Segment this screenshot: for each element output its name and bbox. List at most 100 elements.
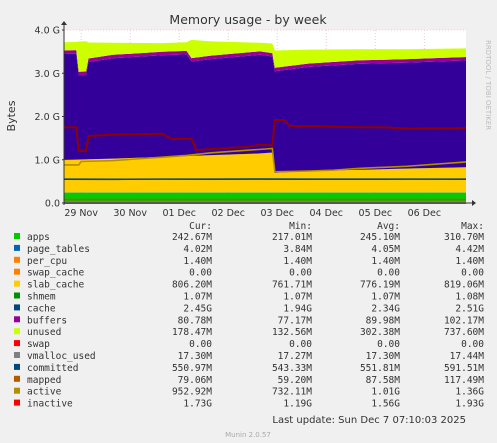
last-update: Last update: Sun Dec 7 07:10:03 2025 [272,415,466,426]
legend-value: 0.00 [189,268,212,279]
legend-swatch-per_cpu [14,256,20,263]
x-tick-labels: 29 Nov 30 Nov 01 Dec 02 Dec 03 Dec 04 Dec 05 D… [64,208,441,219]
legend-value: 4.02M [183,244,212,255]
area-unused [64,39,466,72]
x-tick-label: 01 Dec [162,208,196,219]
legend-value: 0.00 [377,339,400,350]
legend-swatch-shmem [14,292,20,299]
legend-value: 737.60M [444,327,484,338]
legend: Cur: Min: Avg: Max: apps 242.67M 217.01M 245.10… [14,221,484,410]
legend-label-buffers: buffers [27,315,67,326]
legend-value: 132.56M [272,327,312,338]
legend-value: 117.49M [444,375,484,386]
y-tick-labels: 0.0 1.0 G 2.0 G 3.0 G 4.0 G [35,26,64,210]
legend-value: 543.33M [272,363,312,374]
y-tick-label: 3.0 G [35,69,61,80]
legend-value: 551.81M [360,363,400,374]
legend-value: 776.19M [360,280,400,291]
legend-value: 0.00 [289,268,312,279]
legend-column-header: Cur: [189,221,212,232]
legend-label-committed: committed [27,363,78,374]
legend-label-inactive: inactive [27,399,73,410]
line-active [64,147,467,173]
y-axis-label: Bytes [5,100,18,131]
legend-value: 3.84M [283,244,312,255]
legend-swatch-swap [14,340,20,347]
legend-value: 79.06M [178,375,213,386]
chart-title: Memory usage - by week [169,12,327,27]
legend-swatch-committed [14,363,20,370]
area-slab_cache [64,152,466,193]
legend-column-header: Max: [461,221,484,232]
legend-swatch-cache [14,304,20,311]
legend-value: 17.27M [278,351,313,362]
legend-value: 591.51M [444,363,484,374]
y-tick-label: 1.0 G [35,155,61,166]
x-tick-label: 02 Dec [211,208,245,219]
legend-value: 80.78M [178,315,213,326]
legend-column-header: Min: [289,221,312,232]
legend-value: 245.10M [360,232,400,243]
legend-value: 310.70M [444,232,484,243]
legend-value: 1.93G [455,399,484,410]
legend-label-apps: apps [27,232,50,243]
legend-value: 17.30M [366,351,401,362]
line-inactive [64,118,467,153]
legend-swatch-vmalloc_used [14,352,20,358]
legend-swatch-inactive [14,399,20,406]
legend-value: 217.01M [272,232,312,243]
legend-value: 1.01G [371,387,400,398]
legend-value: 550.97M [172,363,212,374]
legend-value: 17.44M [450,351,485,362]
legend-label-slab_cache: slab_cache [27,280,84,291]
area-buffers [64,50,466,76]
area-apps [64,192,466,203]
legend-swatch-buffers [14,316,20,323]
legend-value: 1.40M [455,256,484,267]
legend-value: 819.06M [444,280,484,291]
legend-value: 242.67M [172,232,212,243]
legend-column-header: Avg: [377,221,400,232]
legend-label-vmalloc_used: vmalloc_used [27,351,96,362]
legend-value: 2.45G [183,303,212,314]
legend-swatch-unused [14,328,20,335]
x-tick-label: 04 Dec [310,208,344,219]
legend-value: 732.11M [272,387,312,398]
x-tick-label: 03 Dec [261,208,295,219]
legend-value: 1.40M [371,256,400,267]
legend-value: 89.98M [366,315,401,326]
legend-value: 1.40M [283,256,312,267]
legend-label-per_cpu: per_cpu [27,256,67,267]
legend-value: 0.00 [377,268,400,279]
legend-value: 77.17M [278,315,313,326]
legend-value: 952.92M [172,387,212,398]
legend-value: 1.07M [183,292,212,303]
legend-value: 0.00 [189,339,212,350]
munin-version: Munin 2.0.57 [225,431,271,439]
legend-value: 1.19G [283,399,312,410]
legend-value: 0.00 [289,339,312,350]
legend-label-page_tables: page_tables [27,244,90,255]
legend-value: 17.30M [178,351,213,362]
legend-label-cache: cache [27,303,56,314]
legend-value: 302.38M [360,327,400,338]
y-tick-label: 2.0 G [35,112,61,123]
legend-value: 1.56G [371,399,400,410]
legend-swatch-page_tables [14,244,20,251]
legend-swatch-active [14,387,20,394]
x-tick-label: 05 Dec [359,208,393,219]
legend-value: 4.42M [455,244,484,255]
legend-value: 1.07M [283,292,312,303]
legend-value: 1.73G [183,399,212,410]
legend-value: 806.20M [172,280,212,291]
legend-value: 178.47M [172,327,212,338]
legend-value: 1.94G [283,303,312,314]
legend-swatch-mapped [14,375,20,382]
legend-label-active: active [27,387,62,398]
stacked-areas [64,39,466,203]
y-tick-label: 0.0 [45,199,60,210]
legend-value: 1.08M [455,292,484,303]
legend-value: 1.36G [455,387,484,398]
legend-value: 0.00 [461,268,484,279]
